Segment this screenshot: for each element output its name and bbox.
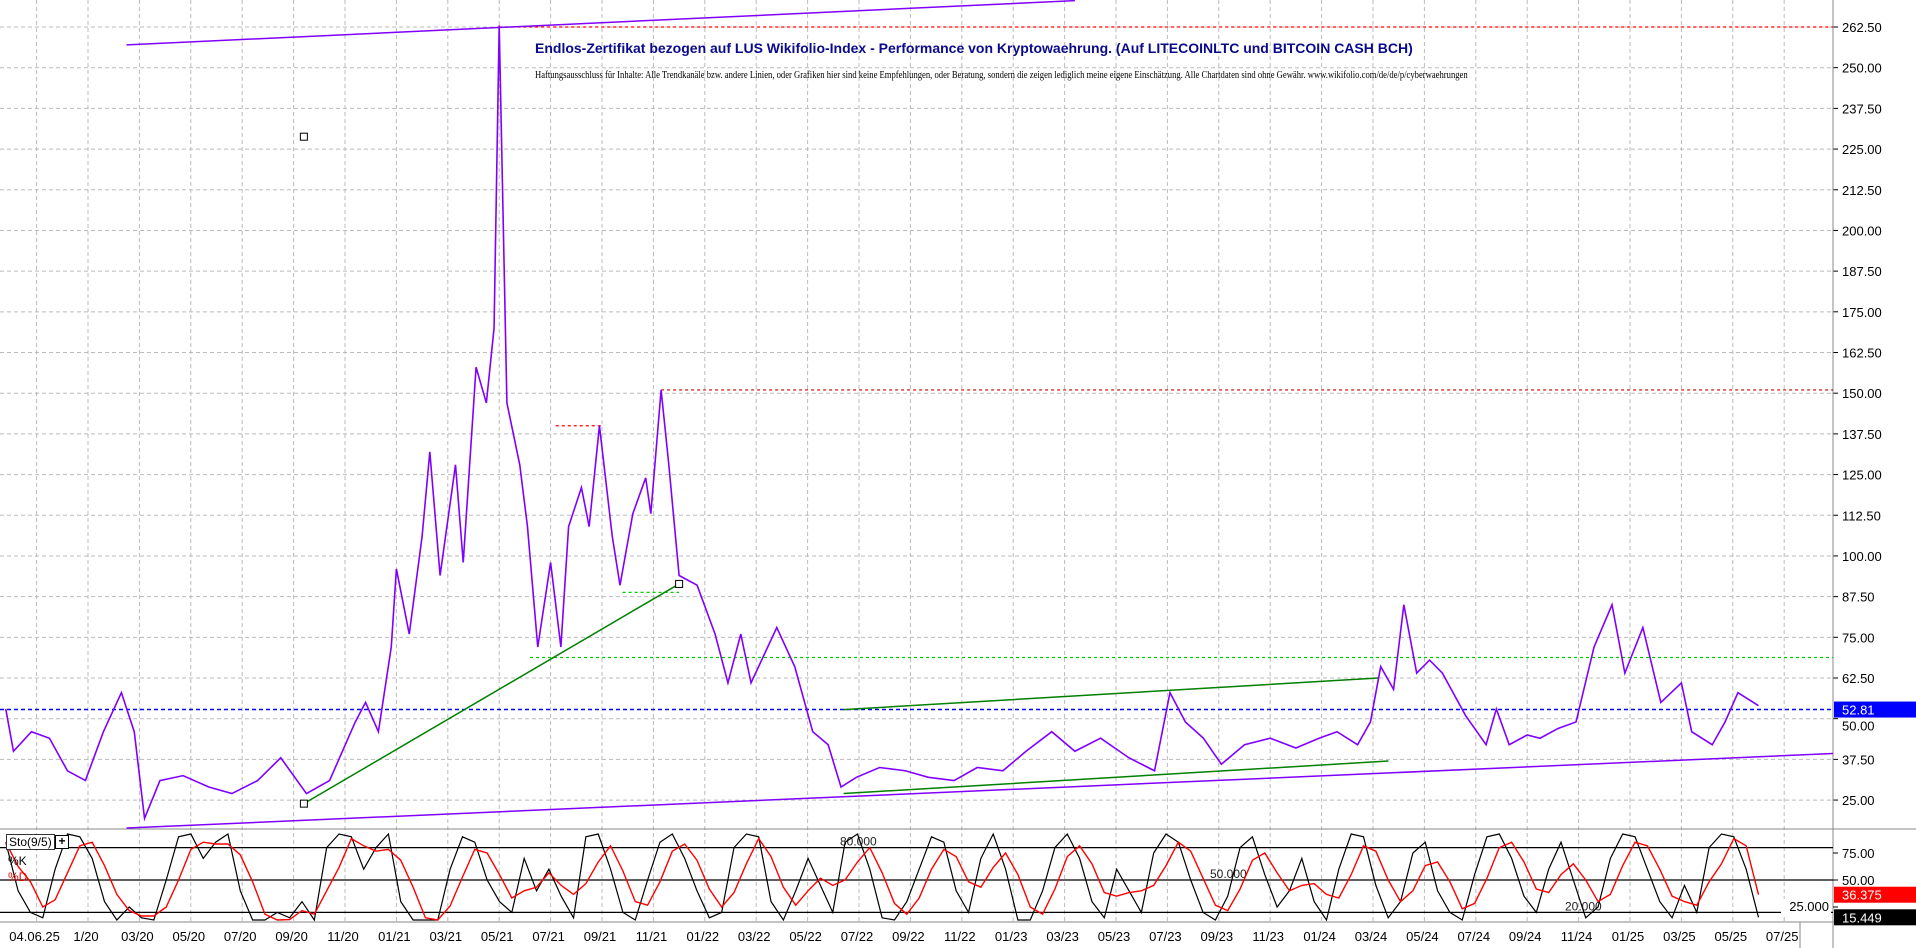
x-tick-label: 03/25	[1663, 929, 1696, 944]
y-tick-label: 137.50	[1842, 427, 1882, 442]
x-tick-label: 07/20	[224, 929, 257, 944]
oscillator-y-tick-label: 50.00	[1842, 873, 1875, 888]
x-tick-label: 09/20	[275, 929, 308, 944]
y-tick-label: 187.50	[1842, 264, 1882, 279]
k-current-badge	[1834, 909, 1916, 926]
upper-channel-trendline	[126, 0, 1075, 46]
anchor-marker	[299, 132, 308, 141]
current-price-badge	[1834, 701, 1916, 718]
x-tick-label: 09/24	[1509, 929, 1542, 944]
anchor-marker	[675, 579, 684, 588]
price-series-line	[4, 25, 1759, 822]
d-current-badge	[1834, 886, 1916, 903]
x-tick-label: 07/21	[532, 929, 565, 944]
x-tick-label: 03/22	[738, 929, 771, 944]
d-legend: %D	[8, 870, 28, 884]
y-tick-label: 62.50	[1842, 671, 1875, 686]
x-tick-label: 11/24	[1561, 929, 1593, 944]
x-tick-label: 03/20	[121, 929, 154, 944]
y-tick-label: 225.00	[1842, 142, 1882, 157]
oscillator-y-tick-label: 25.000	[1789, 899, 1829, 914]
y-tick-label: 250.00	[1842, 61, 1882, 76]
channel-2022-2024-bottom-trendline	[843, 760, 1389, 795]
x-tick-label: 07/24	[1458, 929, 1491, 944]
x-tick-label: 03/21	[430, 929, 463, 944]
d-current-label: 36.375	[1842, 888, 1882, 903]
channel-2022-2024-top-trendline	[843, 677, 1379, 711]
oscillator-level-label: 80.000	[840, 835, 877, 849]
x-tick-label: 05/21	[481, 929, 514, 944]
x-tick-label: 09/22	[892, 929, 925, 944]
y-tick-label: 100.00	[1842, 549, 1882, 564]
x-tick-label: 05/20	[173, 929, 206, 944]
oscillator-level-label: 50.000	[1210, 867, 1247, 881]
oscillator-expand-plus-icon[interactable]: +	[55, 835, 69, 849]
anchor-marker	[299, 799, 308, 808]
current-price-label: 52.81	[1842, 703, 1875, 718]
x-tick-label: 05/22	[789, 929, 822, 944]
y-tick-label: 212.50	[1842, 183, 1882, 198]
oscillator-name[interactable]: Sto(9/5)	[6, 834, 55, 850]
x-tick-label: 09/23	[1201, 929, 1234, 944]
oscillator-y-tick-label-bg	[1781, 899, 1831, 914]
x-tick-label: 07/22	[841, 929, 874, 944]
lower-channel-trendline	[126, 752, 1834, 829]
x-tick-label: 11/22	[944, 929, 976, 944]
oscillator-y-tick-label: 75.00	[1842, 846, 1875, 861]
y-tick-label: 112.50	[1842, 508, 1881, 523]
x-tick-label: 05/24	[1406, 929, 1439, 944]
y-tick-label: 37.50	[1842, 752, 1875, 767]
y-tick-label: 50.00	[1842, 719, 1875, 734]
x-tick-label: 01/23	[995, 929, 1028, 944]
y-tick-label: 237.50	[1842, 101, 1882, 116]
y-tick-label: 175.00	[1842, 305, 1882, 320]
k-current-label: 15.449	[1842, 910, 1882, 925]
x-tick-label: 03/23	[1046, 929, 1079, 944]
k-line	[5, 832, 1760, 922]
x-tick-label: 01/24	[1303, 929, 1336, 944]
x-tick-label: 05/25	[1715, 929, 1748, 944]
x-tick-label: 04.06.25	[9, 929, 60, 944]
y-tick-label: 125.00	[1842, 468, 1882, 483]
x-tick-label: 11/21	[636, 929, 668, 944]
x-tick-label: 11/23	[1252, 929, 1284, 944]
x-tick-label: 01/25	[1612, 929, 1645, 944]
x-tick-label: 11/20	[327, 929, 359, 944]
oscillator-level-label: 20.000	[1565, 899, 1602, 913]
x-tick-label: 1/20	[73, 929, 98, 944]
x-tick-label: 05/23	[1098, 929, 1131, 944]
y-tick-label: 75.00	[1842, 630, 1875, 645]
d-line	[5, 837, 1760, 921]
x-tick-label: 09/21	[584, 929, 617, 944]
x-tick-label: 01/21	[378, 929, 411, 944]
chart-title: Endlos-Zertifikat bezogen auf LUS Wikifo…	[535, 40, 1413, 56]
support-2020-2021-trendline	[303, 583, 680, 805]
y-tick-label: 262.50	[1842, 20, 1882, 35]
x-tick-label: 03/24	[1355, 929, 1388, 944]
y-tick-label: 200.00	[1842, 223, 1882, 238]
k-legend: %K	[8, 854, 27, 868]
x-tick-label: 01/22	[687, 929, 720, 944]
x-tick-label: 07/23	[1149, 929, 1182, 944]
y-tick-label: 87.50	[1842, 590, 1875, 605]
chart-disclaimer: Haftungsausschluss für Inhalte: Alle Tre…	[535, 70, 1468, 81]
x-tick-label: 07/25	[1766, 929, 1799, 944]
y-tick-label: 25.00	[1842, 793, 1875, 808]
y-tick-label: 162.50	[1842, 346, 1882, 361]
y-tick-label: 150.00	[1842, 386, 1882, 401]
